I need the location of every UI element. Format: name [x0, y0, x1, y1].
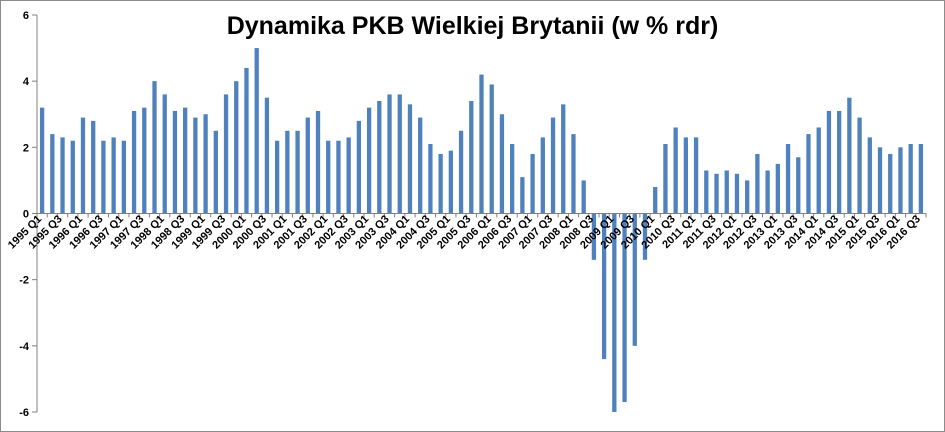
- bar: [244, 67, 249, 214]
- bar: [366, 107, 372, 214]
- bar: [775, 163, 780, 214]
- bar: [673, 127, 678, 214]
- bar: [510, 144, 515, 214]
- bar: [540, 137, 545, 214]
- bar: [520, 177, 525, 214]
- bar: [448, 150, 453, 214]
- bar: [428, 144, 433, 214]
- bar: [203, 114, 208, 214]
- bar: [857, 117, 862, 214]
- bar: [550, 117, 556, 214]
- bar: [847, 97, 852, 214]
- bar: [908, 144, 913, 214]
- y-tick-label: 2: [23, 142, 29, 154]
- bar: [50, 134, 55, 214]
- bar: [816, 127, 821, 214]
- bar: [152, 81, 157, 214]
- bar: [632, 213, 637, 346]
- bar: [642, 213, 648, 260]
- bar: [663, 144, 668, 214]
- bar: [734, 173, 740, 214]
- bar: [274, 140, 280, 214]
- bar: [898, 147, 903, 214]
- bar: [693, 137, 699, 214]
- bar: [326, 140, 331, 214]
- bar: [785, 144, 791, 214]
- bar: [121, 140, 126, 214]
- bar: [183, 107, 188, 214]
- bar: [223, 94, 229, 214]
- bar: [305, 117, 310, 214]
- bar: [469, 101, 474, 214]
- bar: [142, 107, 147, 214]
- bar: [826, 110, 832, 214]
- y-tick-label: 4: [23, 76, 30, 88]
- bar: [336, 140, 341, 214]
- bar: [499, 114, 505, 214]
- bar: [111, 137, 116, 214]
- bar: [489, 84, 494, 214]
- y-tick-label: 0: [23, 209, 29, 221]
- y-tick-label: -4: [19, 341, 30, 353]
- bar: [315, 110, 321, 214]
- bar: [755, 153, 760, 214]
- bar: [264, 97, 270, 214]
- bar: [806, 134, 811, 214]
- bar: [612, 213, 617, 412]
- bar: [622, 213, 627, 403]
- bar: [653, 187, 658, 214]
- bar: [397, 94, 402, 214]
- bar: [837, 110, 842, 214]
- bar: [530, 153, 535, 214]
- bar: [479, 74, 484, 214]
- bar: [70, 140, 75, 214]
- bar: [704, 170, 709, 214]
- bar: [745, 180, 750, 214]
- bar: [213, 130, 218, 214]
- bar: [39, 107, 45, 214]
- bar: [234, 81, 239, 214]
- bar: [683, 137, 689, 214]
- bar: [458, 130, 464, 214]
- y-tick-label: -2: [19, 275, 29, 287]
- bar: [765, 170, 770, 214]
- bar: [285, 130, 290, 214]
- bar: [193, 117, 198, 214]
- bar: [918, 144, 924, 214]
- bar: [131, 110, 137, 214]
- bar: [714, 173, 719, 214]
- bar: [407, 104, 413, 214]
- bar: [571, 134, 576, 214]
- bar: [387, 94, 392, 214]
- bar: [888, 153, 893, 214]
- bar: [591, 213, 597, 260]
- bar: [172, 110, 178, 214]
- bar: [867, 137, 872, 214]
- bar: [601, 213, 607, 360]
- bar: [877, 147, 883, 214]
- y-tick-label: 6: [23, 10, 29, 22]
- bar: [438, 153, 443, 214]
- bar: [561, 104, 566, 214]
- bar: [162, 94, 167, 214]
- bar: [796, 157, 801, 214]
- bar: [377, 101, 382, 214]
- bar: [101, 140, 106, 214]
- bar: [91, 120, 96, 214]
- bar: [80, 117, 86, 214]
- chart-title: Dynamika PKB Wielkiej Brytanii (w % rdr): [226, 12, 719, 40]
- bar: [724, 170, 729, 214]
- y-tick-label: -6: [19, 407, 29, 419]
- bar: [295, 130, 300, 214]
- bar: [581, 180, 586, 214]
- bars: [39, 48, 924, 412]
- bar: [418, 117, 423, 214]
- bar: [254, 48, 259, 214]
- bar: [346, 137, 351, 214]
- bar: [60, 137, 65, 214]
- bar: [356, 120, 362, 214]
